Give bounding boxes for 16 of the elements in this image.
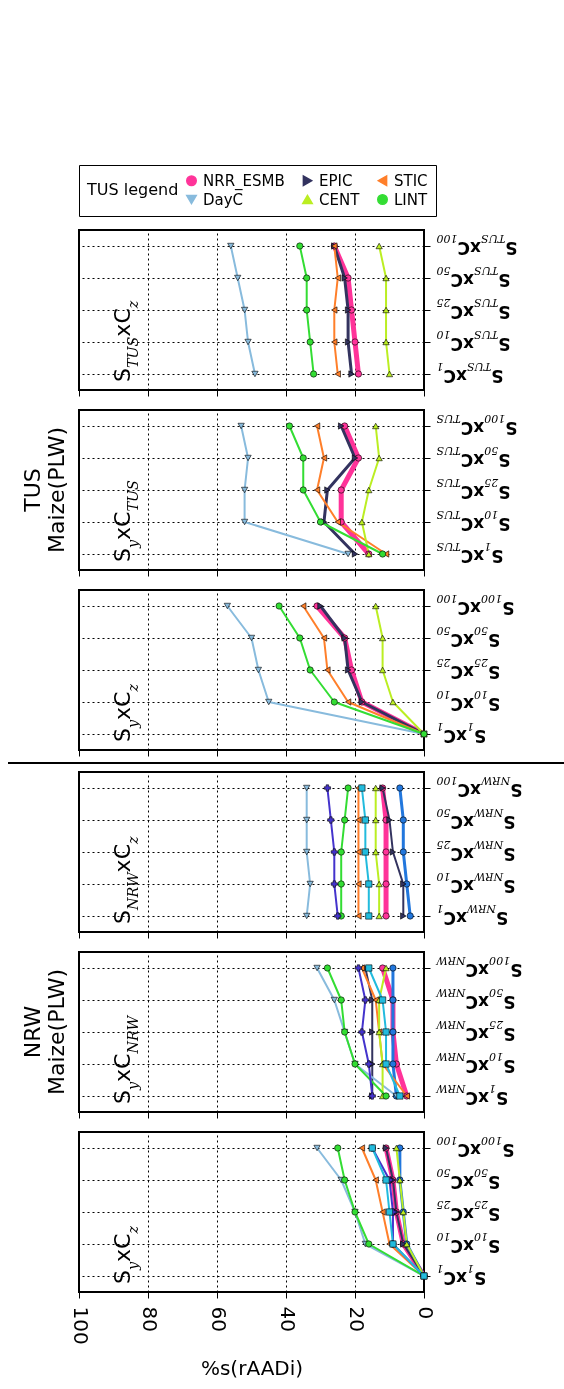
- legend-title: TUS legend: [86, 180, 179, 199]
- legend-label: STIC: [394, 171, 428, 190]
- legend-label: NRR_ESMB: [203, 171, 285, 191]
- x-tick-label: 60: [206, 1306, 231, 1332]
- legend-label: DayC: [203, 190, 244, 209]
- x-tick-label: 0: [413, 1306, 438, 1320]
- legend-label: EPIC: [319, 171, 353, 190]
- x-tick-label: 80: [137, 1306, 162, 1332]
- legend-label: CENT: [319, 190, 361, 209]
- x-tick-label: 100: [68, 1306, 93, 1345]
- text: TUS Maize(PLW): [19, 426, 69, 554]
- x-tick-label: 20: [344, 1306, 369, 1332]
- text: NRW Maize(PLW): [19, 968, 69, 1096]
- x-axis-title: %s(rAADi): [200, 1355, 304, 1380]
- legend-label: LINT: [394, 190, 428, 209]
- x-tick-label: 40: [275, 1306, 300, 1332]
